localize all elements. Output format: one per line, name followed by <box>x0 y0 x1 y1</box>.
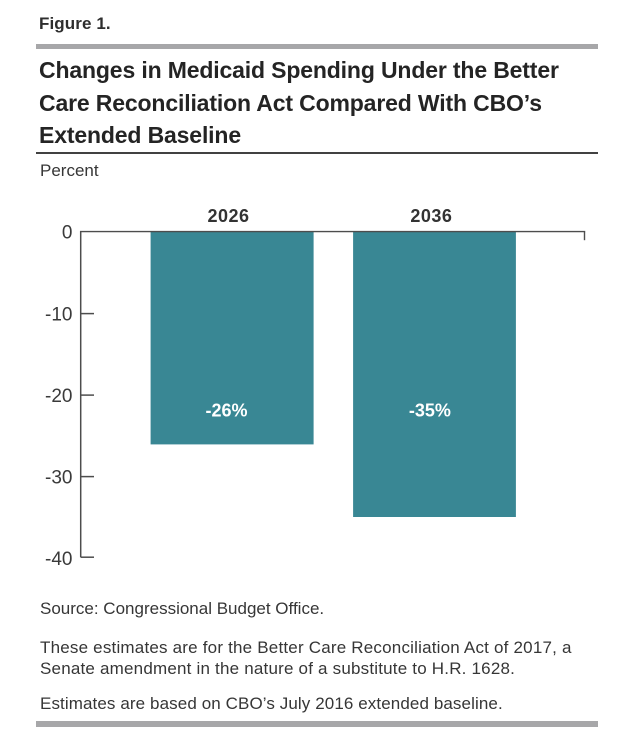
svg-text:-40: -40 <box>45 549 72 570</box>
svg-text:-10: -10 <box>45 305 72 326</box>
svg-text:-30: -30 <box>45 468 72 489</box>
svg-text:2026: 2026 <box>207 206 249 226</box>
svg-text:-26%: -26% <box>205 400 247 420</box>
svg-text:-20: -20 <box>45 386 72 407</box>
svg-text:2036: 2036 <box>410 206 452 226</box>
svg-text:0: 0 <box>62 222 73 243</box>
svg-text:-35%: -35% <box>409 400 451 420</box>
